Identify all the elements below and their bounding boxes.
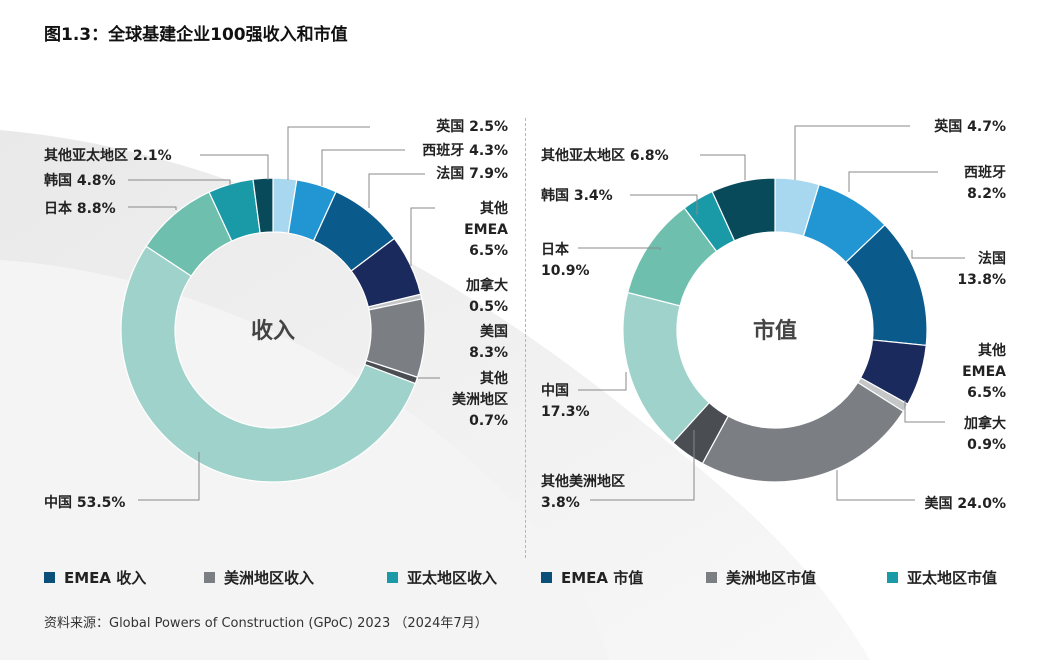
slice-label-other_americas: 其他美洲地区 3.8%	[541, 473, 625, 511]
legend-swatch	[387, 572, 398, 583]
legend-label: EMEA 市值	[561, 569, 644, 587]
source-note: 资料来源：Global Powers of Construction (GPoC…	[44, 616, 488, 631]
slice-label-usa: 美国 8.3%	[469, 323, 508, 361]
legend-label: 美洲地区收入	[224, 569, 315, 587]
leader-line	[578, 247, 661, 250]
legend-swatch	[706, 572, 717, 583]
leader-line	[128, 206, 177, 210]
donut-charts: 英国 2.5% 西班牙 4.3% 法国 7.9% 其他 EMEA 6.5% 加拿大 0.5% 美…	[44, 118, 1006, 512]
slice-label-france: 法国 7.9%	[436, 165, 508, 182]
legend-label: 亚太地区市值	[907, 569, 998, 587]
legend-label: 美洲地区市值	[726, 569, 817, 587]
leader-line	[630, 194, 698, 215]
legend: EMEA 收入 美洲地区收入 亚太地区收入 EMEA 市值 美洲地区市值 亚太地…	[0, 567, 1054, 589]
slice-china	[120, 245, 417, 483]
slice-label-other_emea: 其他 EMEA 6.5%	[962, 342, 1006, 401]
legend-item-apac-revenue: 亚太地区收入	[387, 567, 497, 588]
leader-line	[138, 452, 200, 501]
slice-label-japan: 日本 10.9%	[541, 241, 590, 279]
slice-label-spain: 西班牙 8.2%	[964, 164, 1006, 202]
leader-line	[287, 126, 370, 180]
legend-item-emea-marketcap: EMEA 市值	[541, 567, 643, 588]
donut-center-label: 市值	[753, 318, 797, 344]
slice-label-japan: 日本 8.8%	[44, 200, 116, 217]
leader-line	[590, 430, 695, 501]
slice-label-other_americas: 其他美洲地区 0.7%	[452, 370, 508, 429]
leader-line	[836, 470, 915, 501]
legend-swatch	[887, 572, 898, 583]
leader-line	[200, 154, 269, 180]
leader-line	[700, 154, 746, 180]
legend-swatch	[44, 572, 55, 583]
slice-label-spain: 西班牙 4.3%	[422, 142, 508, 159]
leader-line	[321, 149, 405, 186]
legend-item-emea-revenue: EMEA 收入	[44, 567, 146, 588]
slice-label-canada: 加拿大 0.5%	[465, 277, 508, 315]
slice-label-uk: 英国 4.7%	[933, 118, 1006, 135]
chart-divider	[525, 118, 526, 558]
slice-label-other_apac: 其他亚太地区 2.1%	[44, 147, 172, 164]
slice-usa	[701, 381, 905, 483]
legend-swatch	[204, 572, 215, 583]
slice-label-other_emea: 其他 EMEA 6.5%	[464, 200, 508, 259]
leader-line	[904, 400, 945, 423]
slice-label-france: 法国 13.8%	[957, 250, 1006, 288]
legend-label: 亚太地区收入	[407, 569, 498, 587]
slice-label-china: 中国 53.5%	[44, 494, 125, 511]
legend-item-americas-marketcap: 美洲地区市值	[706, 567, 816, 588]
legend-item-apac-marketcap: 亚太地区市值	[887, 567, 997, 588]
slice-other_apac	[711, 177, 776, 242]
slice-label-korea: 韩国 4.8%	[44, 172, 116, 189]
slice-other_apac	[252, 177, 274, 234]
leader-line	[848, 171, 938, 192]
leader-line	[578, 372, 627, 391]
slice-label-uk: 英国 2.5%	[435, 118, 508, 135]
leader-line	[794, 125, 910, 180]
leader-line	[368, 173, 425, 208]
leader-line	[128, 179, 231, 186]
legend-swatch	[541, 572, 552, 583]
legend-item-americas-revenue: 美洲地区收入	[204, 567, 314, 588]
slice-label-canada: 加拿大 0.9%	[963, 415, 1006, 453]
slice-label-china: 中国 17.3%	[541, 382, 590, 420]
legend-label: EMEA 收入	[64, 569, 147, 587]
slice-label-usa: 美国 24.0%	[925, 495, 1006, 512]
donut-center-label: 收入	[251, 318, 295, 344]
slice-label-korea: 韩国 3.4%	[541, 187, 613, 204]
leader-line	[911, 250, 965, 259]
page-title: 图1.3：全球基建企业100强收入和市值	[44, 25, 348, 45]
slice-label-other_apac: 其他亚太地区 6.8%	[541, 147, 669, 164]
leader-line	[410, 207, 435, 266]
